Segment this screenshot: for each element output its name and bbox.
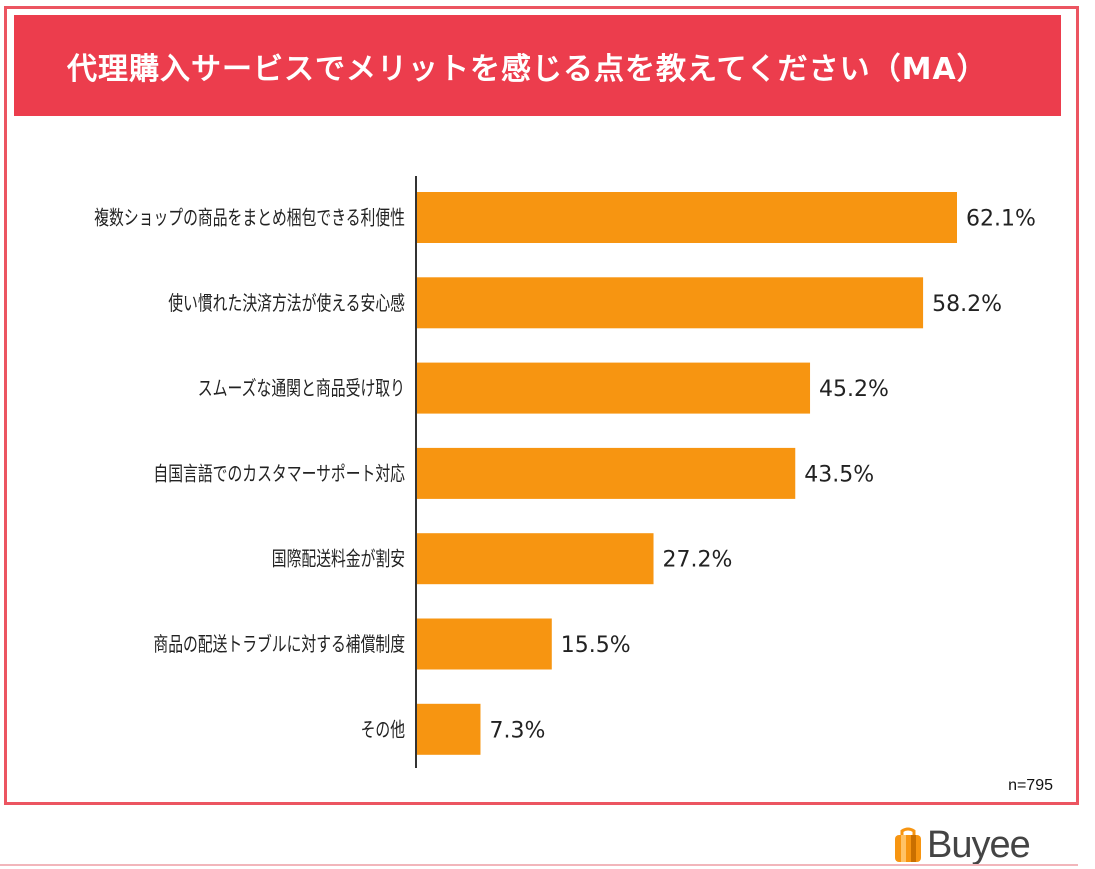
value-label: 45.2% — [819, 377, 889, 402]
brand-logo: Buyee — [893, 823, 1031, 866]
value-label: 62.1% — [966, 207, 1036, 232]
chart-title: 代理購入サービスでメリットを感じる点を教えてください（MA） — [14, 15, 1061, 116]
buyee-bag-icon — [895, 827, 921, 862]
bar — [417, 533, 654, 585]
value-label: 7.3% — [489, 718, 545, 743]
category-label: その他 — [361, 717, 405, 741]
value-label: 15.5% — [561, 633, 631, 658]
bar — [417, 618, 552, 670]
category-label: 商品の配送トラブルに対する補償制度 — [153, 632, 405, 656]
bar — [417, 277, 924, 329]
category-label: 複数ショップの商品をまとめ梱包できる利便性 — [94, 206, 405, 230]
category-label: 自国言語でのカスタマーサポート対応 — [153, 461, 405, 485]
category-label: 国際配送料金が割安 — [272, 547, 405, 571]
bar — [417, 362, 811, 414]
sample-size-label: n=795 — [1008, 777, 1053, 794]
value-label: 58.2% — [932, 292, 1002, 317]
category-label: スムーズな通関と商品受け取り — [198, 376, 405, 400]
value-label: 43.5% — [804, 462, 874, 487]
bar — [417, 192, 957, 243]
bottom-divider — [0, 864, 1078, 866]
brand-name: Buyee — [927, 823, 1031, 866]
value-label: 27.2% — [663, 548, 733, 573]
bar — [417, 447, 796, 499]
bar — [417, 703, 481, 755]
category-label: 使い慣れた決済方法が使える安心感 — [168, 291, 405, 315]
